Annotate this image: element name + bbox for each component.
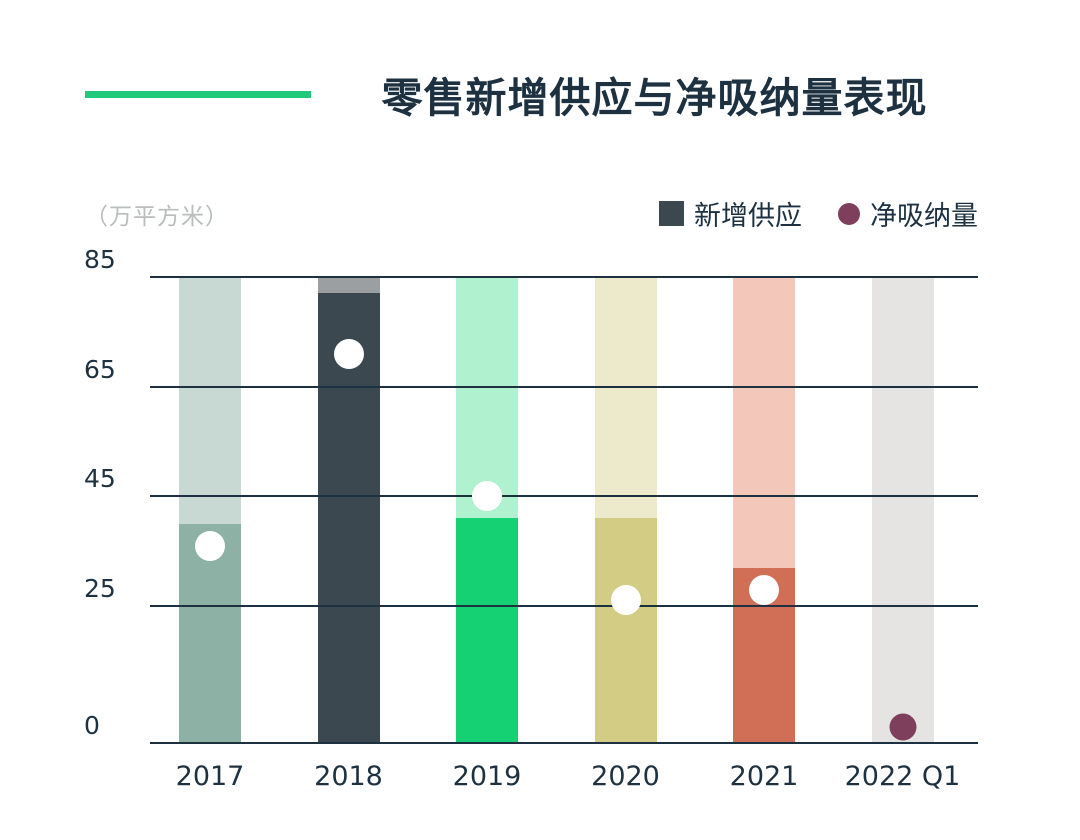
x-axis-label-2018: 2018: [314, 761, 383, 792]
net-absorption-dot: [195, 530, 225, 561]
x-axis-label-2019: 2019: [452, 761, 522, 792]
new-supply-legend-label: 新增供应: [694, 201, 802, 232]
x-axis-label-2022-Q1: 2022 Q1: [844, 761, 961, 792]
chart-title: 零售新增供应与净吸纳量表现: [381, 74, 928, 122]
gridline-25: [150, 604, 978, 607]
net-absorption-dot: [472, 481, 502, 512]
net-absorption-legend-label: 净吸纳量: [870, 201, 978, 232]
net-absorption-dot: [749, 574, 779, 605]
y-tick-label-65: 65: [84, 354, 116, 384]
bar-column-2020: 2020: [591, 277, 660, 792]
y-tick-label-85: 85: [84, 245, 116, 274]
new-supply-swatch-icon: [659, 201, 684, 226]
y-axis-unit-label: （万平方米）: [85, 203, 229, 230]
bar-column-2022-Q1: 2022 Q1: [845, 277, 960, 792]
net-absorption-dot: [333, 338, 364, 369]
bar-column-2019: 2019: [453, 277, 521, 792]
bar-column-2021: 2021: [730, 277, 798, 792]
y-tick-label-0: 0: [84, 711, 100, 740]
title-accent-line: [85, 90, 311, 98]
y-tick-label-25: 25: [84, 573, 116, 603]
legend: 新增供应 净吸纳量: [659, 194, 978, 233]
bar-new-supply: [594, 518, 657, 743]
y-tick-label-45: 45: [84, 464, 116, 494]
bar-column-2018: 2018: [314, 277, 383, 792]
legend-item-net-absorption: 净吸纳量: [838, 194, 978, 233]
net-absorption-swatch-icon: [838, 202, 860, 225]
bar-new-supply: [456, 518, 518, 743]
gridline-65: [150, 385, 978, 388]
legend-item-new-supply: 新增供应: [659, 194, 802, 233]
x-axis-label-2017: 2017: [175, 761, 245, 792]
bar-background: [871, 277, 934, 743]
gridline-85: [150, 276, 978, 278]
x-axis-label-2020: 2020: [591, 761, 660, 792]
plot-area: 85 65 45 25 0 2017 2018 2019 2020 2021 2022 Q1: [84, 245, 978, 792]
x-axis-label-2021: 2021: [729, 761, 799, 792]
chart-header: 零售新增供应与净吸纳量表现: [85, 64, 998, 124]
meta-row: （万平方米） 新增供应 净吸纳量: [85, 194, 978, 233]
gridline-45: [150, 495, 978, 498]
net-absorption-dot: [889, 713, 916, 741]
bar-column-2017: 2017: [176, 277, 244, 792]
net-absorption-dot: [610, 585, 641, 616]
gridline-0: [150, 742, 978, 744]
